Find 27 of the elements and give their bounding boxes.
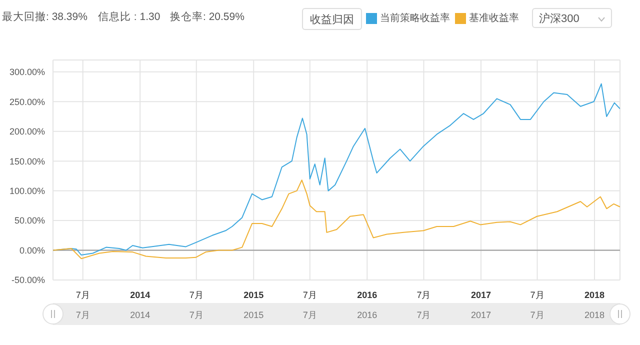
y-tick-label: 100.00% (9, 186, 45, 196)
text: 信息比 : 1.30 (98, 10, 162, 24)
x-tick-label: 7月 (189, 290, 204, 300)
y-tick-label: 200.00% (9, 126, 45, 137)
text: 换仓率: 20.59% (170, 10, 246, 24)
range-slider: 7月 2014 7月 2015 7月 2016 7月 2017 7月 2018 (0, 298, 640, 338)
attribution-button: 收益归因 (302, 8, 362, 30)
x-tick-label: 2014 (130, 290, 150, 300)
x-tick-label: 2015 (244, 290, 264, 300)
x-tick-label: 7月 (302, 290, 317, 300)
x-tick-label: 7月 (530, 290, 544, 300)
y-tick-label: -50.00% (11, 275, 45, 286)
x-tick-label: 2018 (584, 290, 605, 300)
text: 最大回撤: 38.39% (2, 10, 88, 24)
x-tick-label: 7月 (76, 290, 90, 300)
line-series (53, 180, 620, 260)
legend-label: 当前策略收益率 (379, 12, 450, 25)
y-tick-label: 0.00% (19, 245, 45, 256)
x-tick-label: 7月 (416, 290, 431, 300)
y-tick-label: 250.00% (9, 96, 45, 107)
y-tick-label: 300.00% (9, 67, 45, 78)
y-tick-label: 150.00% (9, 156, 45, 166)
y-tick-label: 50.00% (14, 216, 45, 226)
x-tick-label: 2017 (470, 290, 491, 300)
index-dropdown: 沪深300 (532, 8, 612, 28)
x-tick-label: 2016 (357, 290, 378, 300)
legend-label: 基准收益率 (468, 12, 519, 25)
